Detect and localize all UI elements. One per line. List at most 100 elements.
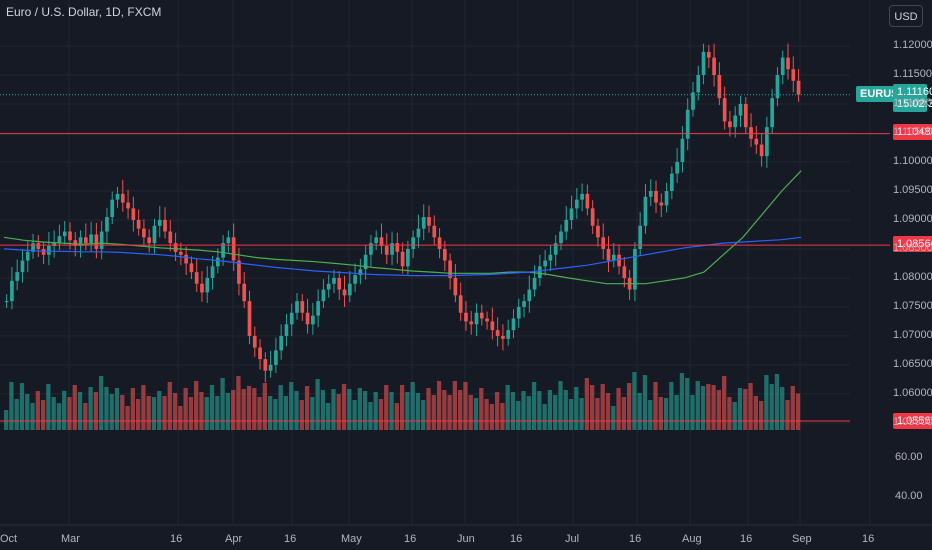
volume-bar [500,403,505,430]
candle-body [680,138,685,162]
candle-body [622,266,627,278]
ticker-badge: EURUSD [856,86,906,102]
volume-bar [315,379,320,430]
volume-bar [510,392,516,430]
candle-body [25,251,30,261]
volume-bar [595,398,600,430]
volume-bar [51,397,56,430]
candle-body [654,190,658,203]
y-tick-label: 1.10500 [893,125,932,138]
currency-button[interactable]: USD [889,5,923,27]
volume-bar [373,392,378,430]
ma-fast-line [3,170,802,285]
volume-bar [521,391,526,430]
volume-bar [648,400,653,430]
candle-body [733,115,738,128]
y-tick-label: 1.09500 [893,183,932,196]
y-tick-label: 1.07000 [893,328,932,341]
volume-bar [526,396,531,430]
volume-bar [531,382,537,430]
candle-body [527,289,532,302]
candle-body [638,225,643,249]
candle-body [437,237,442,249]
candle-body [633,248,637,290]
volume-bar [458,390,463,430]
volume-bar [283,396,289,430]
candle-body [458,295,463,313]
x-tick-label: Sep [792,533,812,545]
volume-bar [257,397,262,430]
x-tick-label: 16 [404,533,417,545]
volume-bar [114,388,120,430]
candle-body [263,359,268,371]
volume-bar [674,395,679,430]
volume-bar [236,376,241,430]
candle-body [47,246,51,255]
candle-body [574,199,579,209]
candle-body [184,254,188,264]
candle-body [300,301,305,313]
candle-body [701,51,706,75]
volume-bar [109,394,114,430]
candle-body [706,51,711,58]
volume-bar [83,403,88,430]
volume-bar [56,403,62,430]
candle-body [490,321,495,331]
volume-bar [722,376,727,430]
volume-bar [685,378,690,430]
candle-body [754,138,759,145]
volume-bar [484,399,489,430]
candle-body [670,173,674,191]
volume-bar [758,401,764,430]
ma-slow-line [3,236,802,277]
volume-bar [452,381,458,430]
candle-body [194,272,199,284]
volume-bar [716,390,722,430]
candle-body [94,234,99,249]
candle-body [110,199,115,218]
volume-bar [141,385,146,430]
candle-body [759,144,764,157]
candle-body [147,237,152,244]
volume-bar [706,384,711,430]
candle-body [157,219,162,226]
volume-bar [104,387,109,430]
candle-body [601,237,606,249]
volume-bar [167,382,172,430]
candle-body [163,219,167,232]
volume-bar [537,391,542,430]
volume-bar [347,389,352,430]
chart-title: Euro / U.S. Dollar, 1D, FXCM [6,5,162,19]
upper-line-badge: 1.10489 [893,124,932,140]
candle-body [464,312,468,322]
candle-body [279,335,284,351]
candle-body [786,57,790,70]
candle-body [453,277,458,296]
x-tick-label: 16 [862,533,875,545]
candle-body [36,243,41,249]
volume-bar [584,378,590,430]
volume-bar [146,396,151,430]
candle-body [105,217,109,232]
candle-body [20,260,25,273]
volume-bar [700,386,706,430]
volume-bar [695,381,700,430]
volume-bar [125,406,130,430]
candle-body [210,266,215,278]
candle-body [189,263,194,273]
candle-body [580,193,584,200]
volume-bar [225,393,231,430]
volume-bar [658,397,663,430]
volume-bar [4,410,9,430]
volume-bar [178,406,183,430]
volume-bar [421,400,426,430]
candle-body [495,330,500,336]
candle-body [564,219,569,232]
candle-body [474,312,479,325]
candle-body [421,217,426,229]
volume-bar [431,395,436,430]
volume-bar [563,390,568,430]
candle-body [274,350,278,365]
volume-bar [67,397,72,430]
